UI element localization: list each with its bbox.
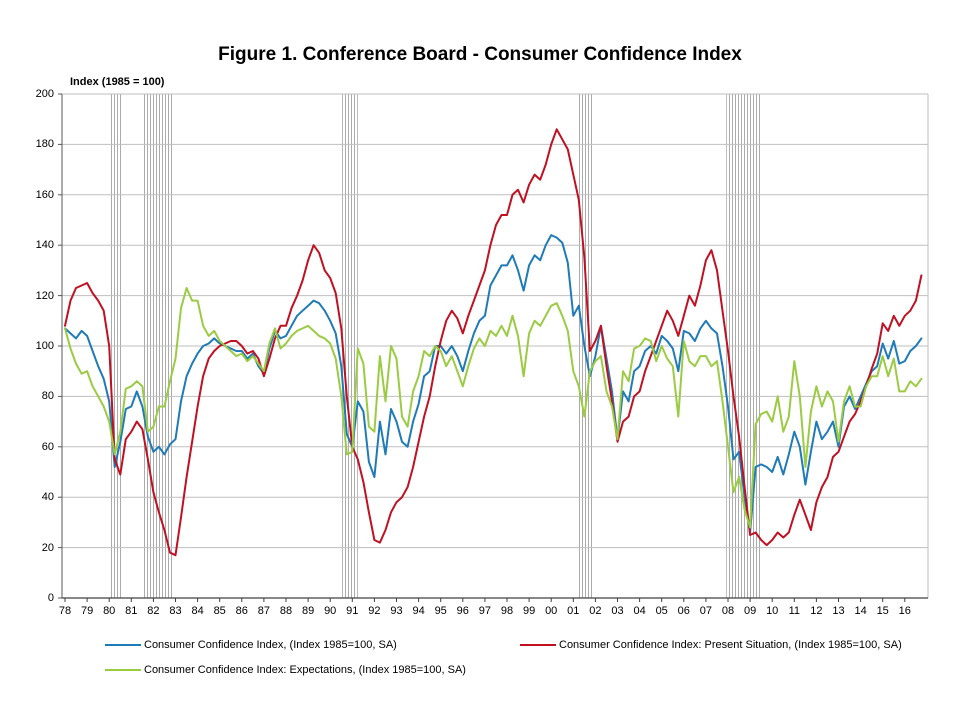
x-tick-label: 83 [169, 605, 182, 617]
legend-label-cci: Consumer Confidence Index, (Index 1985=1… [144, 639, 397, 651]
x-tick-label: 06 [677, 605, 690, 617]
x-tick-label: 87 [257, 605, 271, 617]
x-tick-label: 10 [766, 605, 779, 617]
legend-label-present-situation: Consumer Confidence Index: Present Situa… [559, 639, 902, 651]
present-situation-line-swatch [520, 644, 556, 646]
x-tick-label: 86 [235, 605, 248, 617]
x-tick-label: 03 [611, 605, 624, 617]
y-tick-label: 40 [41, 491, 54, 504]
x-tick-label: 05 [655, 605, 668, 617]
y-tick-label: 160 [35, 188, 54, 201]
x-tick-label: 80 [103, 605, 116, 617]
x-tick-label: 89 [301, 605, 315, 617]
x-tick-label: 02 [589, 605, 602, 617]
x-tick-label: 08 [721, 605, 735, 617]
y-tick-label: 180 [35, 138, 54, 151]
legend-item-present-situation: Consumer Confidence Index: Present Situa… [520, 639, 902, 651]
cci-line-swatch [105, 644, 141, 646]
y-tick-label: 100 [35, 340, 54, 352]
x-tick-label: 88 [279, 605, 293, 617]
y-tick-label: 120 [35, 289, 54, 302]
x-tick-label: 15 [876, 605, 889, 617]
x-tick-label: 93 [390, 605, 403, 617]
x-tick-label: 97 [478, 605, 492, 617]
y-axis-unit-note: Index (1985 = 100) [70, 76, 165, 88]
x-tick-label: 13 [832, 605, 845, 617]
x-tick-label: 81 [125, 605, 138, 617]
legend-label-expectations: Consumer Confidence Index: Expectations,… [144, 664, 466, 676]
x-tick-label: 00 [545, 605, 558, 617]
x-tick-label: 95 [434, 605, 447, 617]
x-tick-label: 12 [810, 605, 823, 617]
series-line-cci [64, 234, 923, 534]
legend-item-cci: Consumer Confidence Index, (Index 1985=1… [105, 639, 397, 651]
y-tick-label: 0 [47, 592, 54, 604]
y-tick-label: 200 [35, 88, 54, 100]
x-tick-label: 07 [699, 605, 713, 617]
series-line-expectations [64, 287, 923, 529]
x-tick-label: 84 [191, 605, 204, 617]
x-tick-label: 78 [58, 605, 72, 617]
x-tick-label: 82 [147, 605, 160, 617]
x-tick-label: 94 [412, 605, 425, 617]
legend-item-expectations: Consumer Confidence Index: Expectations,… [105, 664, 466, 676]
x-tick-label: 16 [898, 605, 911, 617]
x-tick-label: 91 [346, 605, 359, 617]
y-tick-label: 80 [41, 390, 54, 403]
x-tick-label: 92 [368, 605, 381, 617]
figure-title: Figure 1. Conference Board - Consumer Co… [218, 44, 742, 65]
expectations-line-swatch [105, 669, 141, 671]
x-tick-label: 85 [213, 605, 226, 617]
y-tick-label: 60 [41, 440, 54, 453]
x-tick-label: 96 [456, 605, 469, 617]
y-tick-label: 140 [35, 239, 54, 252]
x-tick-label: 98 [500, 605, 514, 617]
x-tick-label: 79 [80, 605, 94, 617]
x-tick-label: 90 [324, 605, 337, 617]
x-tick-label: 11 [788, 605, 800, 617]
x-tick-label: 14 [854, 605, 867, 617]
x-tick-label: 99 [522, 605, 536, 617]
x-tick-label: 04 [633, 605, 646, 617]
x-tick-label: 09 [743, 605, 757, 617]
series-line-present [64, 128, 923, 557]
y-tick-label: 20 [41, 541, 54, 554]
x-tick-label: 01 [567, 605, 580, 617]
